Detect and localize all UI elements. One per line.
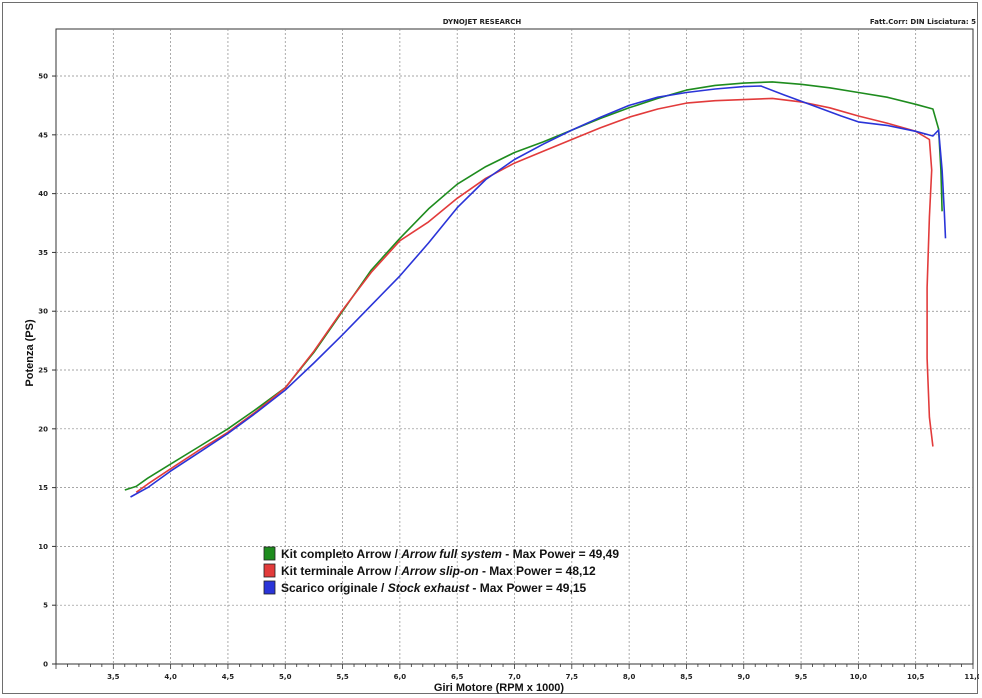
legend-dash: -: [469, 581, 480, 595]
dyno-chart: DYNOJET RESEARCH Fatt.Corr: DIN Lisciatu…: [24, 18, 979, 694]
x-tick-label: 7,5: [566, 673, 579, 681]
legend-swatch: [263, 580, 276, 595]
x-tick-label: 4,5: [222, 673, 235, 681]
legend-max-power: Max Power = 48,12: [489, 564, 596, 578]
y-axis-title: Potenza (PS): [24, 319, 36, 387]
series-line-1: [124, 81, 943, 491]
grid: [52, 29, 974, 669]
legend-name-en: Arrow slip-on: [400, 564, 478, 578]
x-tick-labels: 3,5 4,0 4,5 5,0 5,5 6,0 6,5 7,0 7,5 8,0 8,5 9,0 9,5 1…: [107, 673, 979, 681]
y-tick-labels: 0 5 10 15 20 25 30 35 40 45 50: [38, 73, 48, 669]
legend: Kit completo Arrow / Arrow full system -…: [263, 546, 619, 595]
x-axis-title: Giri Motore (RPM x 1000): [434, 682, 565, 694]
x-tick-label: 10,0: [850, 673, 867, 681]
legend-name-en: Arrow full system: [400, 547, 502, 561]
x-tick-label: 10,5: [907, 673, 924, 681]
y-tick-label: 25: [38, 367, 48, 375]
chart-header-right: Fatt.Corr: DIN Lisciatura: 5: [870, 18, 976, 26]
legend-entry: Kit completo Arrow / Arrow full system -…: [281, 547, 619, 561]
legend-max-power: Max Power = 49,15: [480, 581, 587, 595]
x-tick-label: 7,0: [508, 673, 521, 681]
y-tick-label: 45: [38, 131, 48, 139]
x-tick-label: 3,5: [107, 673, 120, 681]
series-line-3: [130, 85, 947, 498]
legend-separator: /: [391, 547, 401, 561]
legend-entry: Scarico originale / Stock exhaust - Max …: [281, 581, 586, 595]
x-tick-label: 8,5: [680, 673, 693, 681]
legend-separator: /: [391, 564, 401, 578]
y-tick-label: 0: [43, 661, 48, 669]
legend-entry: Kit terminale Arrow / Arrow slip-on - Ma…: [281, 564, 596, 578]
y-tick-label: 20: [38, 425, 48, 433]
y-tick-label: 50: [38, 73, 48, 81]
series-lines: [124, 81, 947, 498]
x-tick-label: 5,0: [279, 673, 292, 681]
legend-name-en: Stock exhaust: [388, 581, 470, 595]
y-tick-label: 30: [38, 308, 48, 316]
legend-swatch: [263, 563, 276, 578]
x-tick-label: 5,5: [336, 673, 349, 681]
x-tick-label: 9,0: [738, 673, 751, 681]
legend-swatch: [263, 546, 276, 561]
x-tick-label: 11,0: [964, 673, 979, 681]
legend-name-main: Scarico originale: [281, 581, 378, 595]
legend-separator: /: [378, 581, 388, 595]
x-tick-label: 6,5: [451, 673, 464, 681]
x-tick-label: 6,0: [394, 673, 407, 681]
y-tick-label: 5: [43, 602, 48, 610]
legend-name-main: Kit completo Arrow: [281, 547, 392, 561]
x-tick-label: 4,0: [164, 673, 177, 681]
legend-name-main: Kit terminale Arrow: [281, 564, 392, 578]
y-tick-label: 10: [38, 543, 48, 551]
legend-dash: -: [479, 564, 490, 578]
chart-header-title: DYNOJET RESEARCH: [443, 18, 522, 26]
y-tick-label: 15: [38, 484, 48, 492]
series-line-2: [135, 97, 934, 493]
y-tick-label: 40: [38, 190, 48, 198]
legend-dash: -: [502, 547, 513, 561]
x-tick-label: 8,0: [623, 673, 636, 681]
legend-max-power: Max Power = 49,49: [513, 547, 620, 561]
y-tick-label: 35: [38, 249, 48, 257]
x-tick-label: 9,5: [795, 673, 808, 681]
